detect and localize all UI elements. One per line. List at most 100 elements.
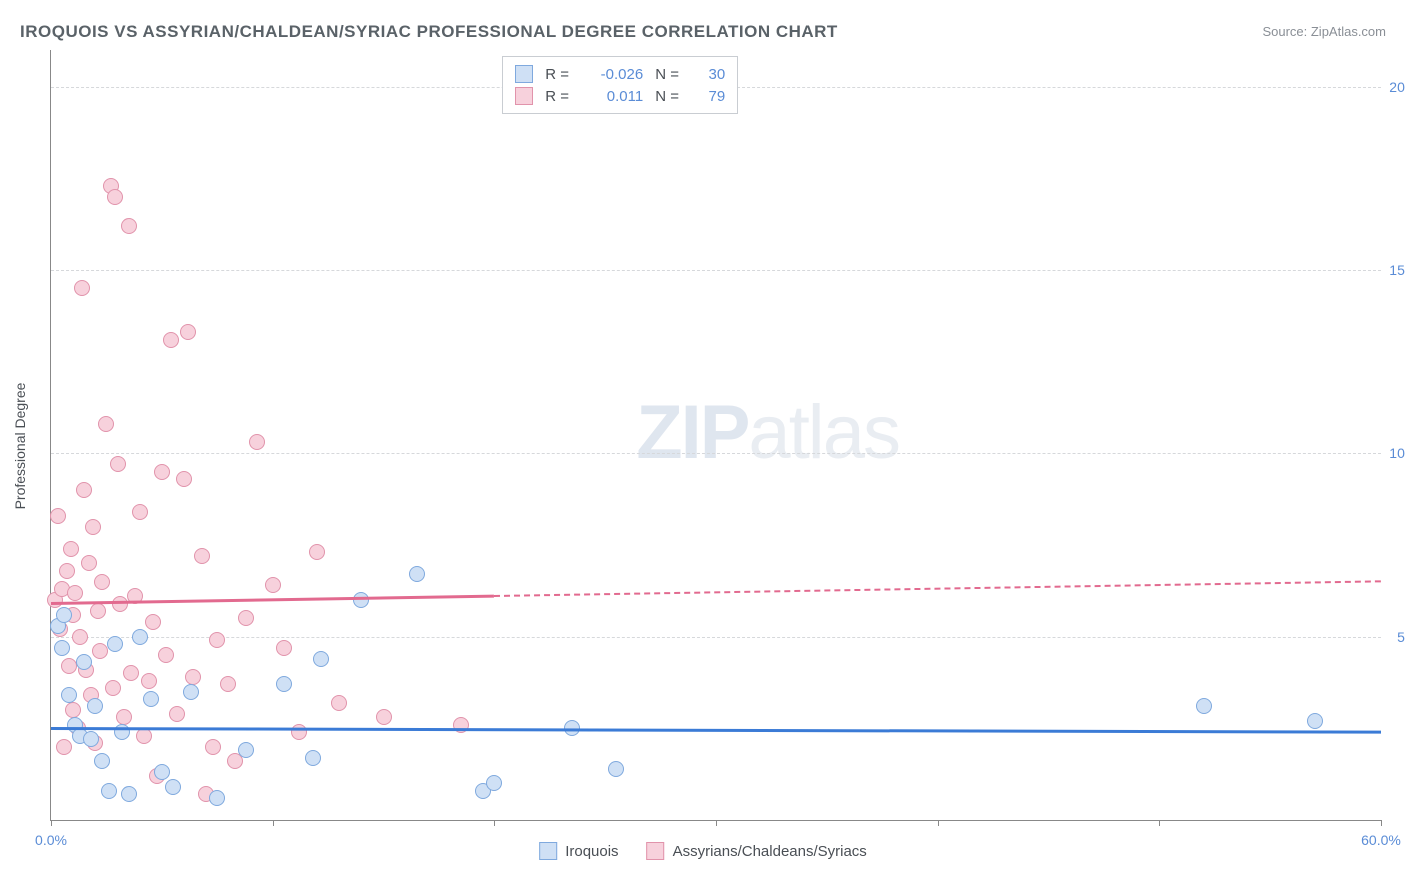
scatter-point-assyrian (72, 629, 88, 645)
legend-r-value: 0.011 (585, 88, 643, 105)
y-tick-label: 10.0% (1385, 445, 1406, 461)
legend-swatch-iroquois (539, 842, 557, 860)
watermark-atlas: atlas (748, 390, 899, 475)
scatter-point-assyrian (121, 218, 137, 234)
scatter-point-assyrian (376, 709, 392, 725)
scatter-point-iroquois (132, 629, 148, 645)
scatter-point-iroquois (313, 651, 329, 667)
gridline (51, 270, 1381, 271)
scatter-point-assyrian (65, 702, 81, 718)
legend-n-label: N = (655, 66, 683, 83)
scatter-point-iroquois (238, 742, 254, 758)
scatter-point-iroquois (183, 684, 199, 700)
scatter-point-iroquois (353, 592, 369, 608)
scatter-point-assyrian (194, 548, 210, 564)
x-tick (273, 820, 274, 826)
scatter-point-assyrian (209, 632, 225, 648)
scatter-point-assyrian (90, 603, 106, 619)
scatter-point-iroquois (61, 687, 77, 703)
scatter-point-iroquois (76, 654, 92, 670)
x-tick-label: 60.0% (1361, 832, 1401, 848)
scatter-point-iroquois (1196, 698, 1212, 714)
scatter-point-assyrian (276, 640, 292, 656)
scatter-point-assyrian (249, 434, 265, 450)
scatter-point-iroquois (87, 698, 103, 714)
scatter-point-iroquois (209, 790, 225, 806)
x-tick (51, 820, 52, 826)
scatter-point-assyrian (50, 508, 66, 524)
legend-row-iroquois: R =-0.026N =30 (515, 63, 725, 85)
x-tick (716, 820, 717, 826)
scatter-point-iroquois (121, 786, 137, 802)
scatter-point-iroquois (143, 691, 159, 707)
scatter-point-iroquois (94, 753, 110, 769)
y-tick-label: 5.0% (1385, 629, 1406, 645)
scatter-point-assyrian (176, 471, 192, 487)
y-tick-label: 15.0% (1385, 262, 1406, 278)
y-tick-label: 20.0% (1385, 79, 1406, 95)
legend-row-assyrian: R =0.011N =79 (515, 85, 725, 107)
scatter-point-iroquois (107, 636, 123, 652)
scatter-point-iroquois (154, 764, 170, 780)
scatter-point-assyrian (67, 585, 83, 601)
scatter-point-assyrian (145, 614, 161, 630)
scatter-point-assyrian (63, 541, 79, 557)
source-link[interactable]: ZipAtlas.com (1311, 24, 1386, 39)
scatter-point-assyrian (265, 577, 281, 593)
plot-area: ZIPatlas 5.0%10.0%15.0%20.0%0.0%60.0% (50, 50, 1381, 821)
scatter-point-assyrian (154, 464, 170, 480)
scatter-point-assyrian (81, 555, 97, 571)
legend-swatch-assyrian (515, 87, 533, 105)
x-tick (1381, 820, 1382, 826)
scatter-point-assyrian (74, 280, 90, 296)
scatter-point-assyrian (331, 695, 347, 711)
scatter-point-assyrian (220, 676, 236, 692)
legend-correlation-box: R =-0.026N =30R =0.011N =79 (502, 56, 738, 114)
scatter-point-assyrian (94, 574, 110, 590)
watermark-zip: ZIP (636, 390, 748, 475)
watermark: ZIPatlas (636, 389, 899, 476)
scatter-point-assyrian (291, 724, 307, 740)
scatter-point-assyrian (107, 189, 123, 205)
scatter-point-assyrian (105, 680, 121, 696)
scatter-point-assyrian (132, 504, 148, 520)
scatter-point-assyrian (123, 665, 139, 681)
scatter-point-iroquois (276, 676, 292, 692)
scatter-point-iroquois (305, 750, 321, 766)
legend-n-label: N = (655, 88, 683, 105)
scatter-point-iroquois (165, 779, 181, 795)
scatter-point-assyrian (169, 706, 185, 722)
scatter-point-assyrian (158, 647, 174, 663)
y-axis-label: Professional Degree (12, 383, 28, 510)
x-tick (494, 820, 495, 826)
scatter-point-assyrian (85, 519, 101, 535)
trend-line-iroquois-solid (51, 727, 1381, 734)
scatter-point-assyrian (59, 563, 75, 579)
gridline (51, 637, 1381, 638)
legend-label-assyrian: Assyrians/Chaldeans/Syriacs (673, 843, 867, 860)
legend-item-iroquois: Iroquois (539, 842, 618, 860)
chart-title: IROQUOIS VS ASSYRIAN/CHALDEAN/SYRIAC PRO… (20, 22, 838, 42)
scatter-point-assyrian (163, 332, 179, 348)
scatter-point-iroquois (1307, 713, 1323, 729)
trend-line-assyrian-dashed (494, 580, 1381, 597)
scatter-point-assyrian (110, 456, 126, 472)
scatter-point-assyrian (56, 739, 72, 755)
chart-container: IROQUOIS VS ASSYRIAN/CHALDEAN/SYRIAC PRO… (0, 0, 1406, 892)
x-tick (1159, 820, 1160, 826)
scatter-point-assyrian (309, 544, 325, 560)
scatter-point-assyrian (92, 643, 108, 659)
scatter-point-iroquois (56, 607, 72, 623)
legend-series: Iroquois Assyrians/Chaldeans/Syriacs (539, 842, 867, 860)
scatter-point-iroquois (409, 566, 425, 582)
legend-n-value: 30 (695, 66, 725, 83)
scatter-point-iroquois (83, 731, 99, 747)
scatter-point-assyrian (116, 709, 132, 725)
scatter-point-assyrian (185, 669, 201, 685)
x-tick-label: 0.0% (35, 832, 67, 848)
legend-n-value: 79 (695, 88, 725, 105)
legend-label-iroquois: Iroquois (565, 843, 618, 860)
legend-item-assyrian: Assyrians/Chaldeans/Syriacs (647, 842, 867, 860)
scatter-point-assyrian (98, 416, 114, 432)
legend-r-value: -0.026 (585, 66, 643, 83)
